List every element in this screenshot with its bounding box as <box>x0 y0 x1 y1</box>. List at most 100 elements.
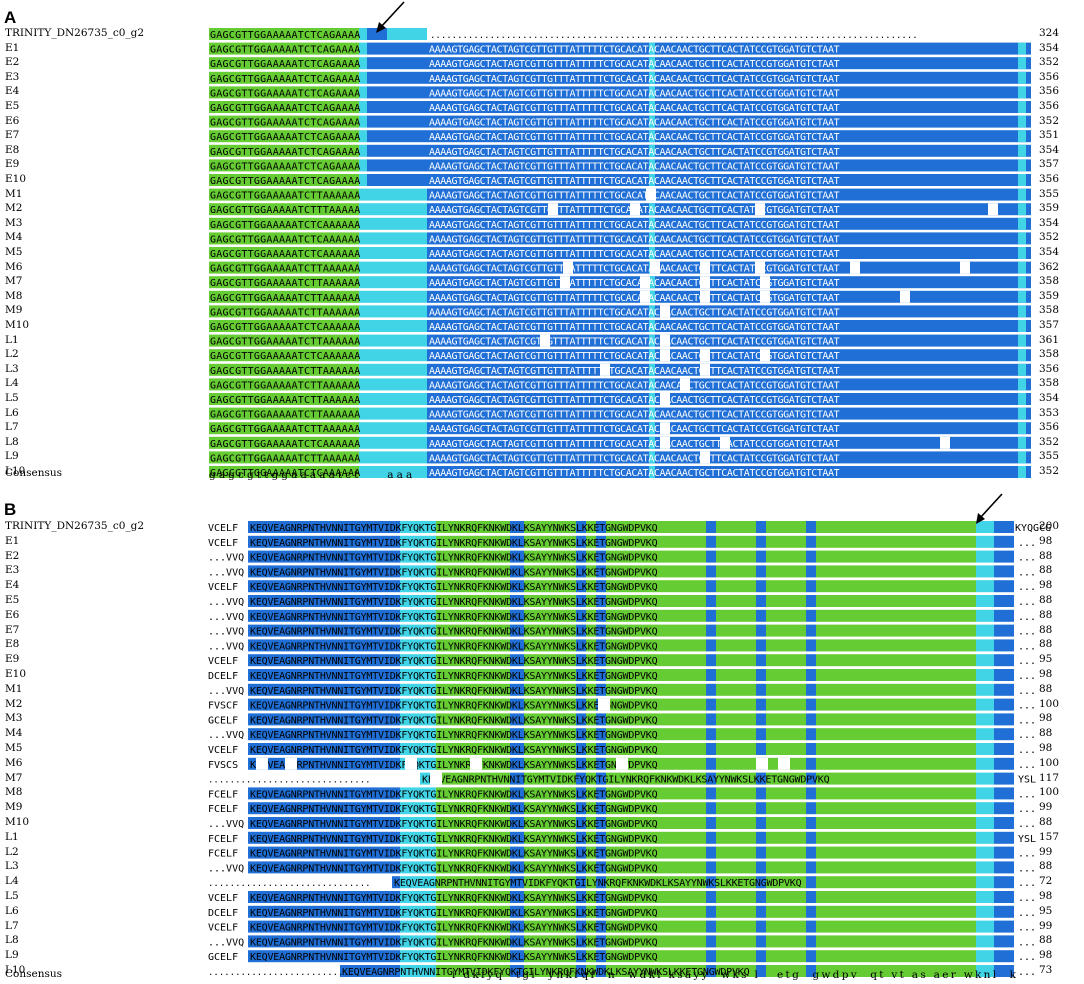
cyan-column <box>649 363 655 376</box>
panel-a-row-length: 352 <box>1039 435 1060 448</box>
prefix-text: FVSCF <box>208 701 238 712</box>
core-block <box>816 817 976 829</box>
variant-block-2 <box>367 378 427 391</box>
core-block <box>806 595 816 607</box>
core-block <box>816 595 976 607</box>
core-block <box>510 624 524 637</box>
core-block <box>414 683 436 696</box>
cyan-column <box>1018 290 1026 303</box>
prefix-text: GAGCGTTGGAAAAATCTTAAAAAA <box>210 264 361 275</box>
core-block <box>976 935 994 948</box>
prefix-text: VCELF <box>208 582 238 593</box>
prefix-text: VCELF <box>208 745 238 756</box>
cyan-column <box>1018 217 1026 230</box>
tail-text: ... <box>1018 730 1036 741</box>
tail-text: YSL <box>1018 775 1036 786</box>
panel-a-row-name: L9 <box>5 450 19 463</box>
core-block <box>976 772 994 785</box>
panel-b-row-name: L10 <box>5 964 26 976</box>
core-block <box>716 535 756 548</box>
core-block <box>766 595 806 607</box>
leading-gap-dots: .............................. <box>208 879 371 889</box>
core-block <box>510 950 524 963</box>
core-block <box>524 580 534 593</box>
core-block <box>576 624 586 637</box>
variant-block <box>359 159 367 172</box>
cyan-column <box>1018 363 1026 376</box>
mutation-gap <box>548 203 558 216</box>
core-block <box>976 802 994 815</box>
ref-core-block <box>716 521 756 533</box>
body-block <box>427 451 1031 464</box>
cyan-column <box>1018 393 1026 405</box>
prefix-block <box>209 174 359 186</box>
panel-a-row-length: 358 <box>1039 275 1060 288</box>
tail-text: ... <box>1018 553 1036 564</box>
mismatch-cell <box>756 757 768 770</box>
core-block <box>716 595 756 607</box>
core-block <box>524 683 534 696</box>
variant-block-2 <box>367 451 427 464</box>
panel-a-reference-name: TRINITY_DN26735_c0_g2 <box>5 27 145 39</box>
core-block <box>450 595 510 607</box>
core-block <box>534 683 576 696</box>
core-block <box>756 891 766 903</box>
core-block <box>716 728 756 741</box>
panel-a-row-name: M5 <box>5 246 23 258</box>
panel-b-row-name: E10 <box>5 668 27 680</box>
core-block <box>524 713 534 726</box>
panel-b-row-name: E8 <box>5 638 20 651</box>
core-block <box>976 831 994 844</box>
core-block <box>806 965 816 977</box>
core-block <box>510 787 524 800</box>
core-block <box>534 639 576 652</box>
prefix-block <box>209 363 359 376</box>
panel-b-row-length: 73 <box>1039 964 1053 976</box>
core-block <box>994 802 1014 815</box>
core-block <box>596 639 606 652</box>
core-block <box>706 802 716 815</box>
variant-block <box>359 101 367 113</box>
cyan-column <box>649 290 655 303</box>
mutation-gap <box>646 188 656 201</box>
tail-text: ... <box>1018 582 1036 593</box>
prefix-text: GAGCGTTGGAAAAATCTTAAAAAA <box>210 453 361 464</box>
panel-b-row-name: E3 <box>5 564 20 577</box>
variant-block-2 <box>367 188 427 201</box>
core-block <box>576 565 586 578</box>
mutation-gap <box>700 363 710 376</box>
core-block <box>716 846 756 859</box>
core-block <box>994 817 1014 829</box>
panel-a-row-length: 362 <box>1039 260 1060 273</box>
core-block <box>976 920 994 933</box>
body-block <box>427 86 1031 99</box>
core-block <box>706 891 716 903</box>
mutation-gap <box>700 290 710 303</box>
core-block <box>706 609 716 622</box>
core-block <box>806 787 816 800</box>
core-block <box>510 595 524 607</box>
core-block <box>450 654 510 667</box>
prefix-block <box>209 101 359 113</box>
core-block <box>806 935 816 948</box>
core-block <box>524 817 534 829</box>
core-block <box>510 654 524 667</box>
core-block <box>248 609 400 622</box>
core-block <box>756 876 766 889</box>
core-block <box>976 876 994 889</box>
core-block <box>806 683 816 696</box>
panel-b-row-length: 72 <box>1039 875 1053 888</box>
variant-block-2 <box>367 393 427 405</box>
core-block <box>976 595 994 607</box>
core-block <box>576 905 586 918</box>
tail-text: ... <box>1018 952 1036 963</box>
core-block <box>400 535 414 548</box>
panel-b-row-name: E4 <box>5 579 20 592</box>
core-block <box>596 624 606 637</box>
core-block <box>248 580 400 593</box>
core-block <box>414 669 436 681</box>
prefix-block <box>209 320 359 332</box>
core-block <box>816 669 976 681</box>
core-block <box>994 683 1014 696</box>
core-block <box>596 935 606 948</box>
